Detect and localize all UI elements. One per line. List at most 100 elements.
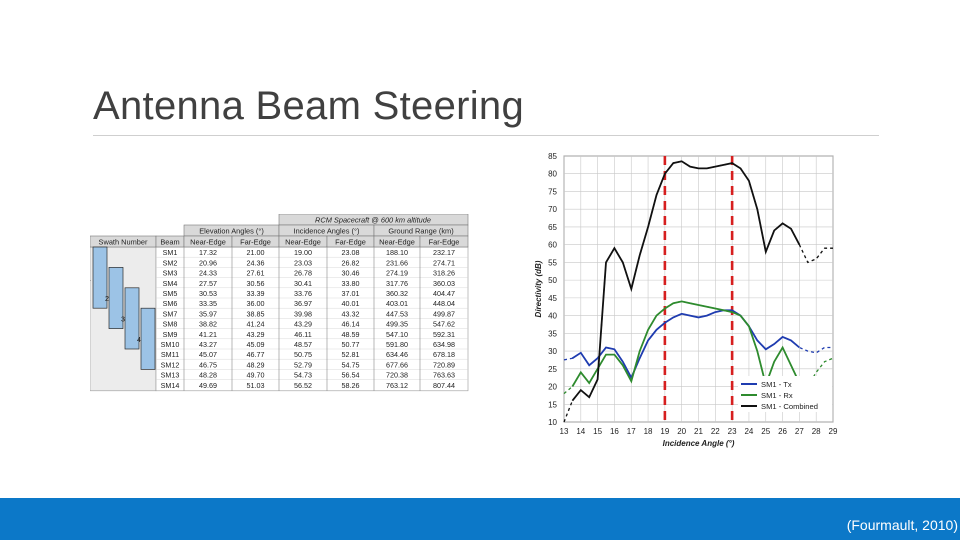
table-cell: 447.53 [386,309,408,318]
x-tick-label: 29 [829,427,838,436]
table-cell: 634.46 [386,350,408,359]
subheader: Near-Edge [285,237,321,246]
y-tick-label: 30 [548,347,557,356]
table-cell: 360.32 [386,289,408,298]
table-cell: 48.29 [247,360,265,369]
table-cell: 45.07 [199,350,217,359]
table-cell: 404.47 [433,289,455,298]
swath-bar [108,267,124,329]
y-tick-label: 45 [548,294,557,303]
group-label: Incidence Angles (°) [294,227,360,236]
table-cell: 49.70 [247,371,265,380]
table-cell: 40.01 [342,299,360,308]
footer-bar [0,498,960,540]
table-cell: 499.87 [433,309,455,318]
table-cell: 43.32 [342,309,360,318]
table-cell: 360.03 [433,279,455,288]
beam-name: SM9 [163,330,178,339]
swath-bar [140,307,156,370]
table-cell: 39.98 [294,309,312,318]
table-cell: 38.85 [247,309,265,318]
table-cell: 43.29 [294,320,312,329]
table-cell: 448.04 [433,299,455,308]
table-cell: 54.73 [294,371,312,380]
table-cell: 48.57 [294,340,312,349]
table-cell: 592.31 [433,330,455,339]
swath-number: 1 [90,276,91,283]
table-cell: 24.36 [247,258,265,267]
x-tick-label: 17 [627,427,636,436]
beam-name: SM10 [161,340,180,349]
table-cell: 48.59 [342,330,360,339]
table-cell: 46.77 [247,350,265,359]
table-cell: 35.97 [199,309,217,318]
table-cell: 30.56 [247,279,265,288]
x-axis-label: Incidence Angle (°) [663,439,735,448]
swath-number: 3 [121,316,125,323]
table-cell: 41.24 [247,320,265,329]
beam-name: SM13 [161,371,180,380]
subheader: Near-Edge [190,237,226,246]
y-tick-label: 85 [548,152,557,161]
beam-header: Beam [160,237,179,246]
y-tick-label: 80 [548,170,557,179]
x-tick-label: 25 [761,427,770,436]
subheader: Near-Edge [379,237,415,246]
table-cell: 547.62 [433,320,455,329]
table-cell: 33.35 [199,299,217,308]
x-tick-label: 20 [677,427,686,436]
table-cell: 52.79 [294,360,312,369]
x-tick-label: 27 [795,427,804,436]
swath-header: Swath Number [99,237,148,246]
table-cell: 33.76 [294,289,312,298]
title-divider [93,135,879,136]
table-cell: 317.76 [386,279,408,288]
table-cell: 26.78 [294,269,312,278]
table-cell: 720.89 [433,360,455,369]
table-cell: 274.19 [386,269,408,278]
table-cell: 45.09 [247,340,265,349]
table-body [155,246,469,392]
y-tick-label: 65 [548,223,557,232]
table-cell: 30.41 [294,279,312,288]
x-tick-label: 16 [610,427,619,436]
y-tick-label: 10 [548,418,557,427]
table-cell: 30.53 [199,289,217,298]
x-tick-label: 23 [728,427,737,436]
table-cell: 24.33 [199,269,217,278]
table-cell: 26.82 [342,258,360,267]
y-tick-label: 25 [548,365,557,374]
table-cell: 403.01 [386,299,408,308]
beam-name: SM2 [163,258,178,267]
series-line [571,160,801,402]
legend-label: SM1 - Rx [761,391,793,400]
table-cell: 56.52 [294,381,312,390]
table-cell: 52.81 [342,350,360,359]
table-cell: 678.18 [433,350,455,359]
beam-table-graphic: RCM Spacecraft @ 600 km altitude Elevatio… [87,213,469,392]
x-tick-label: 28 [812,427,821,436]
x-tick-label: 15 [593,427,602,436]
table-cell: 50.75 [294,350,312,359]
table-cell: 38.82 [199,320,217,329]
group-label: Ground Range (km) [388,227,453,236]
subheader: Far-Edge [240,237,271,246]
table-cell: 499.35 [386,320,408,329]
table-cell: 36.00 [247,299,265,308]
directivity-chart-svg: 10 15 20 25 30 35 40 45 50 55 60 65 70 75 80 85 13 14 15 16… [534,152,838,448]
group-header: RCM Spacecraft @ 600 km altitude [315,216,431,225]
beam-name: SM12 [161,360,180,369]
beam-name: SM7 [163,309,178,318]
x-tick-label: 13 [560,427,569,436]
x-tick-label: 19 [660,427,669,436]
y-tick-label: 75 [548,187,557,196]
y-tick-label: 40 [548,312,557,321]
table-cell: 188.10 [386,248,408,257]
table-cell: 46.14 [342,320,360,329]
table-cell: 46.11 [294,330,311,339]
beam-name: SM8 [163,320,178,329]
subheader-cell [419,235,469,248]
x-tick-label: 26 [778,427,787,436]
y-tick-label: 20 [548,383,557,392]
y-tick-label: 60 [548,241,557,250]
